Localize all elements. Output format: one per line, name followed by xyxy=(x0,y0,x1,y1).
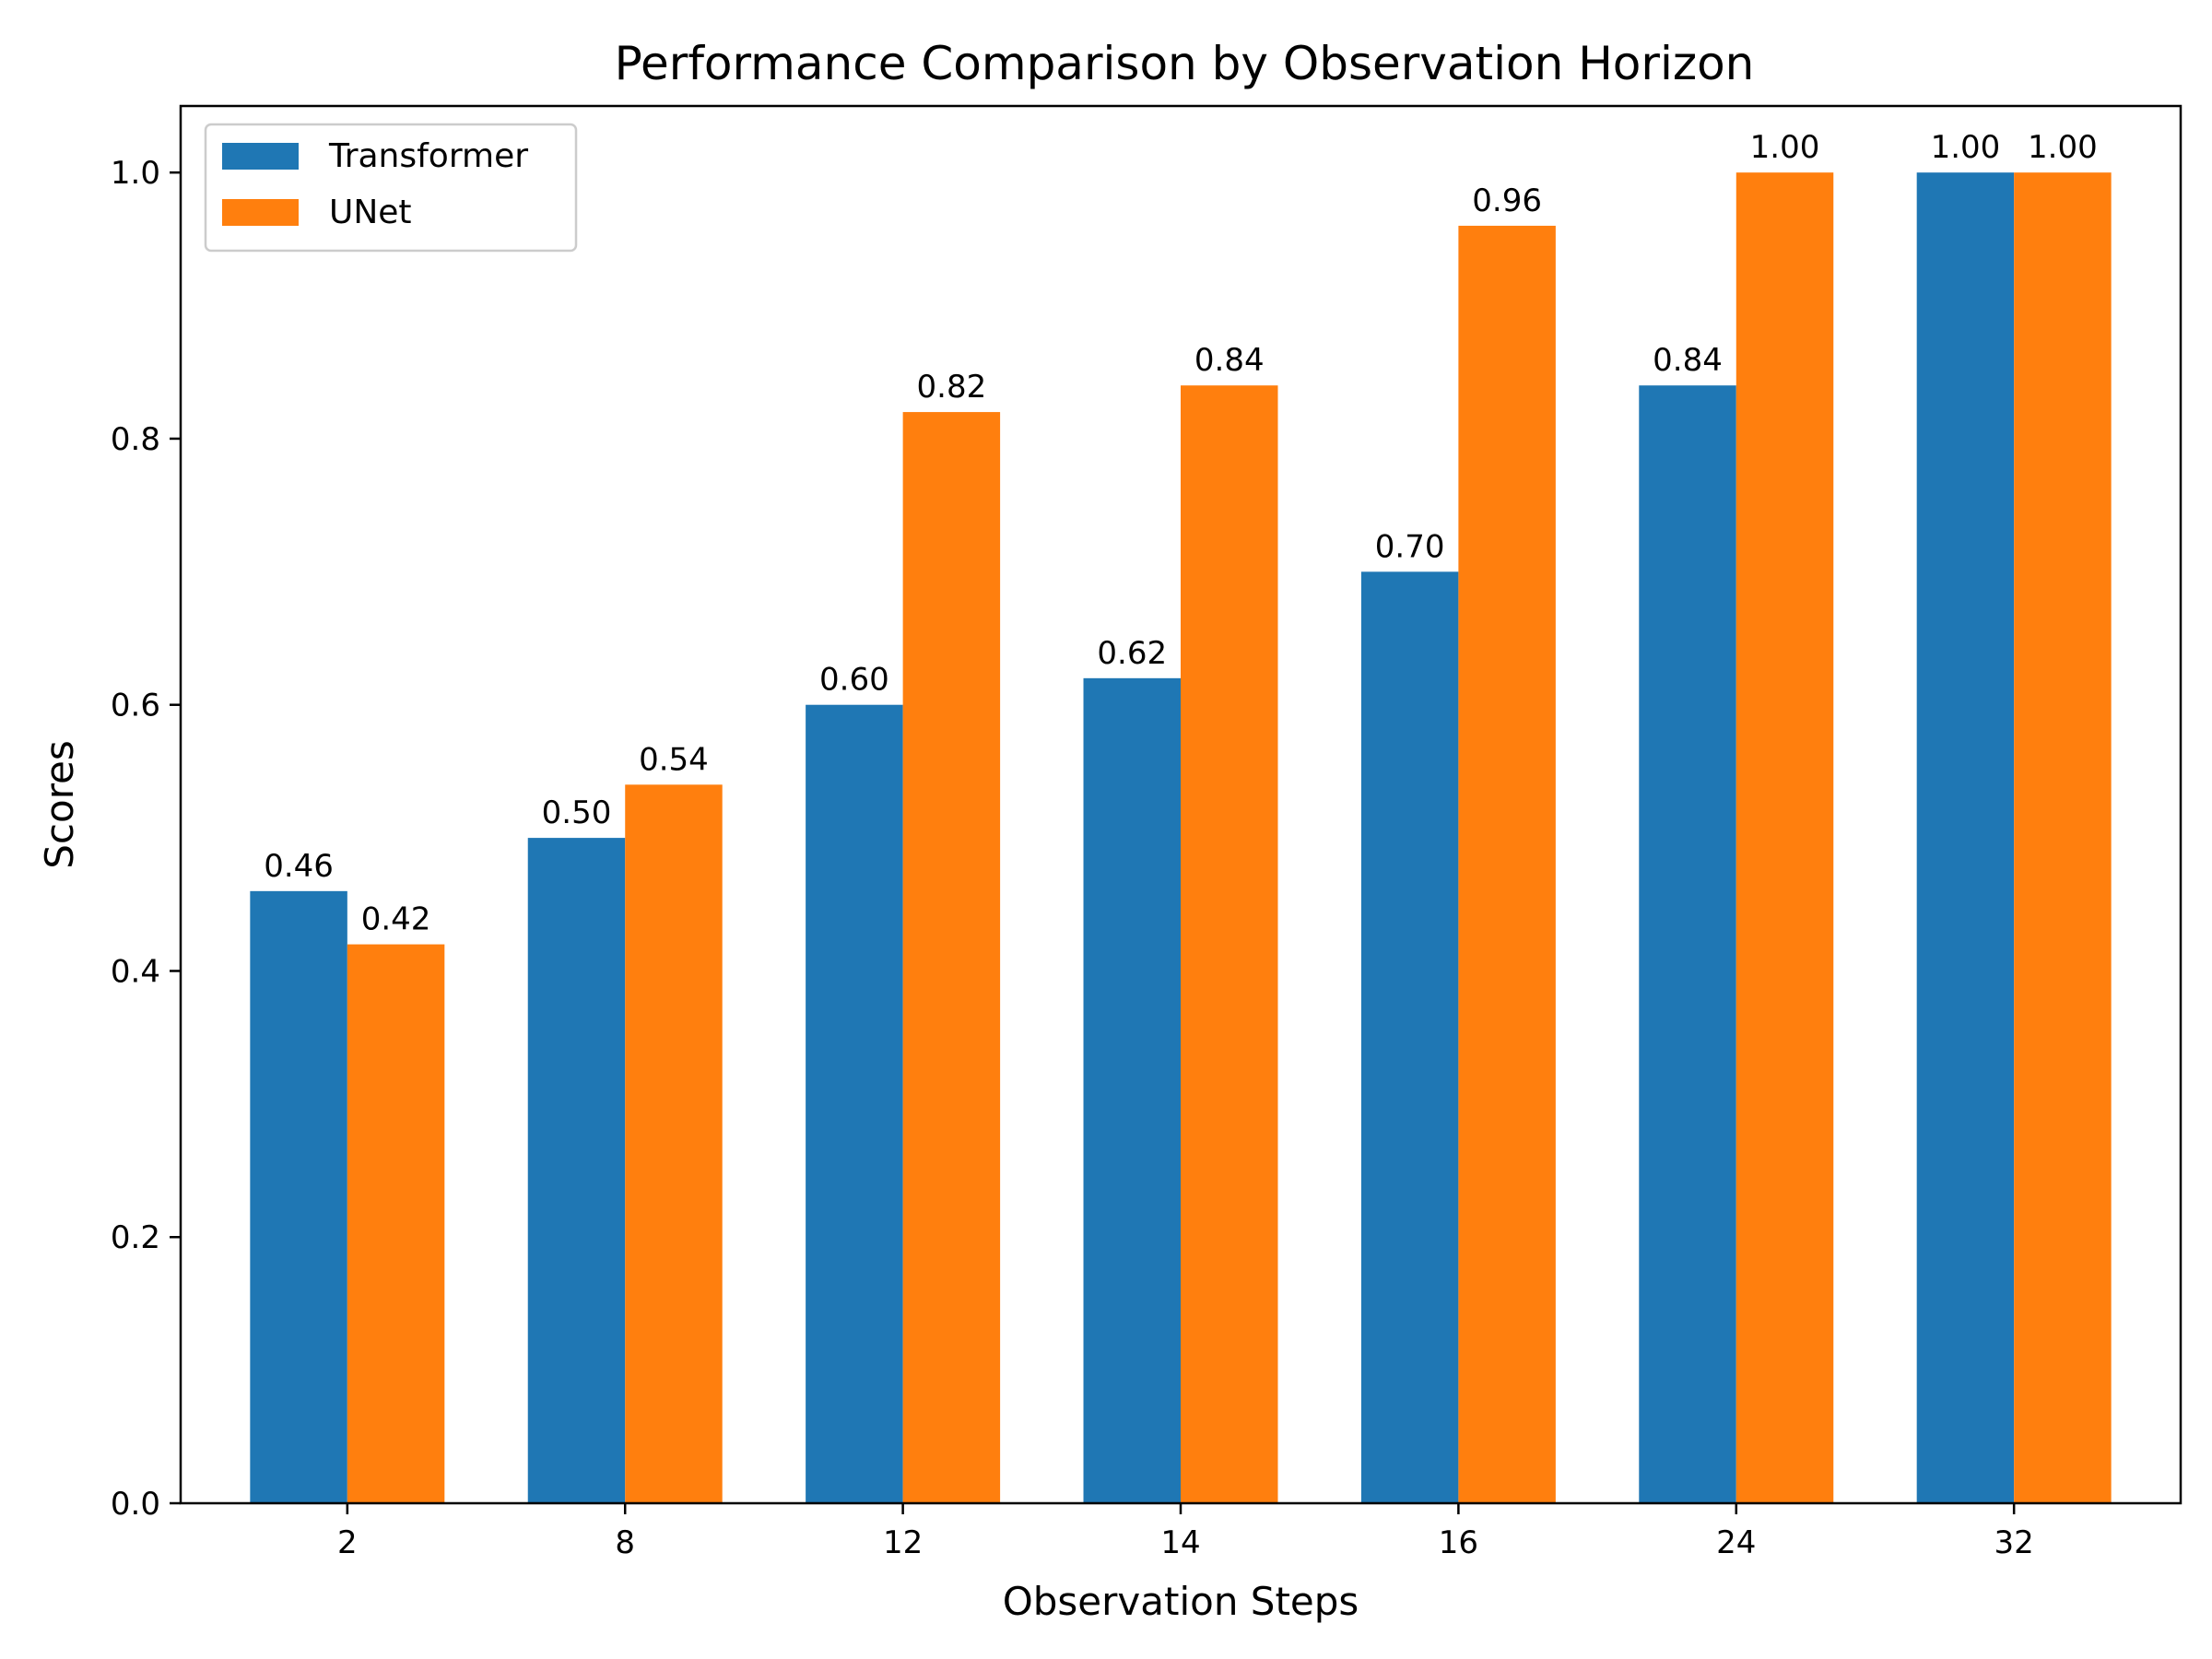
bar-value-label: 0.84 xyxy=(1653,342,1723,379)
bar-value-label: 0.46 xyxy=(264,848,334,885)
bar-transformer-24 xyxy=(1639,385,1736,1504)
x-tick-label: 14 xyxy=(1160,1524,1200,1561)
bar-unet-12 xyxy=(902,412,1001,1504)
x-axis: 2 8 12 14 16 24 32 xyxy=(337,1503,2034,1561)
bar-unet-32 xyxy=(2014,172,2112,1504)
bar-value-label: 0.62 xyxy=(1097,635,1167,672)
plot-area: 0.46 0.50 0.60 0.62 0.70 0.84 1.00 0.42 0.54 0.82… xyxy=(250,129,2112,1504)
x-tick-label: 8 xyxy=(615,1524,635,1561)
bar-unet-2 xyxy=(347,944,445,1503)
bar-transformer-12 xyxy=(806,704,903,1503)
bar-transformer-16 xyxy=(1360,571,1459,1503)
y-tick-label: 0.8 xyxy=(111,421,160,458)
bar-value-label: 1.00 xyxy=(1750,129,1820,166)
bar-value-label: 0.82 xyxy=(917,369,987,406)
y-tick-label: 0.2 xyxy=(111,1219,160,1256)
bar-value-label: 1.00 xyxy=(1931,129,2001,166)
legend-label-transformer: Transformer xyxy=(328,137,528,175)
bar-value-label: 0.70 xyxy=(1375,528,1445,565)
legend-swatch-unet xyxy=(222,199,299,226)
bar-transformer-2 xyxy=(250,890,347,1503)
x-tick-label: 16 xyxy=(1439,1524,1478,1561)
bar-unet-8 xyxy=(625,784,723,1503)
bar-unet-14 xyxy=(1181,385,1278,1504)
y-tick-label: 0.0 xyxy=(111,1486,160,1523)
bar-value-label: 0.42 xyxy=(361,901,431,938)
x-tick-label: 2 xyxy=(337,1524,358,1561)
y-tick-label: 1.0 xyxy=(111,155,160,192)
y-tick-label: 0.6 xyxy=(111,688,160,724)
chart-title: Performance Comparison by Observation Ho… xyxy=(615,37,1755,90)
x-axis-title: Observation Steps xyxy=(1003,1579,1359,1624)
bar-unet-16 xyxy=(1458,225,1556,1503)
bar-value-label: 0.96 xyxy=(1472,182,1542,219)
bar-value-label: 0.60 xyxy=(819,662,889,699)
y-axis-title: Scores xyxy=(37,740,82,869)
x-tick-label: 12 xyxy=(883,1524,923,1561)
bar-transformer-8 xyxy=(527,838,626,1503)
bar-value-label: 0.54 xyxy=(639,741,709,778)
legend-label-unet: UNet xyxy=(329,194,412,231)
bar-unet-24 xyxy=(1735,172,1834,1504)
bar-transformer-14 xyxy=(1083,677,1181,1503)
y-tick-label: 0.4 xyxy=(111,953,160,990)
x-tick-label: 24 xyxy=(1716,1524,1756,1561)
x-tick-label: 32 xyxy=(1994,1524,2034,1561)
bar-value-label: 1.00 xyxy=(2028,129,2098,166)
bar-value-label: 0.84 xyxy=(1194,342,1265,379)
legend-swatch-transformer xyxy=(222,143,299,170)
bar-transformer-32 xyxy=(1916,172,2015,1504)
bar-value-label: 0.50 xyxy=(542,794,612,831)
y-axis: 0.0 0.2 0.4 0.6 0.8 1.0 xyxy=(111,155,181,1523)
legend: Transformer UNet xyxy=(204,123,578,253)
